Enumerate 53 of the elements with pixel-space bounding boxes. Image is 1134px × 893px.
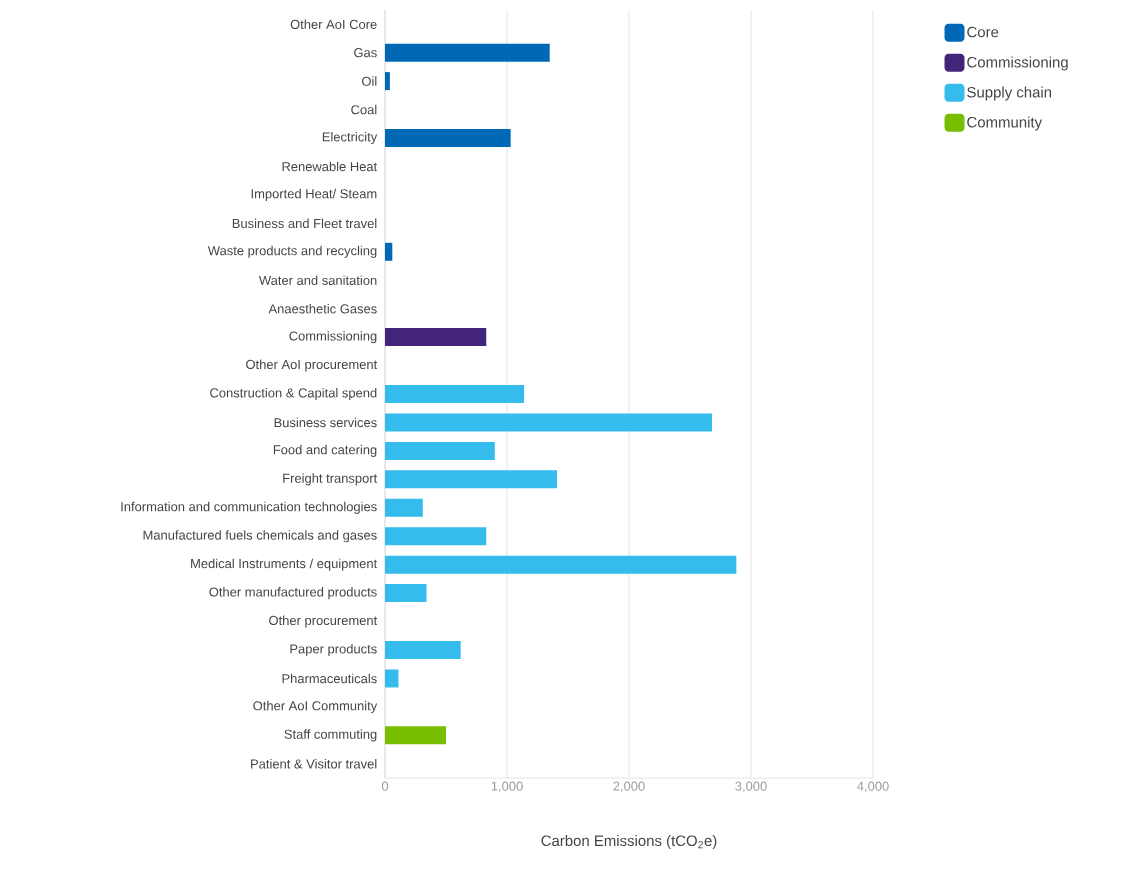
y-tick-label: Water and sanitation — [258, 275, 377, 285]
bar — [385, 641, 461, 660]
y-tick-label: Food and catering — [273, 444, 377, 457]
y-tick-label: Oil — [362, 76, 377, 86]
bar — [385, 669, 399, 688]
y-tick-label: Patient & Visitor travel — [251, 759, 377, 769]
y-tick-label: Manufactured fuels chemicals and gases — [143, 530, 377, 543]
y-tick-label: Imported Heat/ Steam — [251, 188, 377, 201]
x-tick-label: 2,000 — [613, 781, 645, 793]
bar — [385, 129, 511, 147]
bar — [385, 470, 558, 489]
y-tick-label: Other procurement — [269, 615, 378, 628]
x-tick-label: 3,000 — [735, 781, 767, 793]
bar — [385, 72, 390, 91]
x-tick-label: 1,000 — [491, 781, 523, 793]
y-tick-label: Business services — [274, 417, 377, 428]
y-tick-label: Construction & Capital spend — [210, 387, 377, 401]
bar — [385, 726, 446, 745]
y-tick-label: Coal — [351, 104, 377, 115]
bar — [385, 385, 525, 404]
bar — [385, 43, 550, 62]
y-tick-label: Medical Instruments / equipment — [191, 558, 378, 571]
bar — [385, 328, 487, 347]
y-tick-label: Commissioning — [289, 331, 377, 344]
bar — [385, 413, 712, 432]
legend-label: Supply chain — [967, 86, 1052, 101]
y-tick-label: Gas — [354, 48, 377, 58]
y-tick-label: Other manufactured products — [209, 587, 377, 600]
legend-label: Commissioning — [967, 56, 1068, 71]
y-tick-label: Freight transport — [283, 473, 378, 486]
bar — [385, 527, 487, 546]
y-tick-label: Other AoI Community — [253, 700, 378, 713]
legend-label: Core — [967, 26, 999, 38]
y-tick-label: Pharmaceuticals — [282, 673, 377, 684]
bar — [385, 498, 423, 517]
y-tick-label: Renewable Heat — [282, 161, 378, 172]
bar — [385, 584, 427, 603]
x-tick-label: 0 — [381, 781, 389, 791]
legend-label: Community — [967, 116, 1043, 131]
bar — [385, 242, 393, 261]
y-tick-label: Business and Fleet travel — [232, 218, 377, 229]
bar — [385, 441, 495, 460]
y-tick-label: Anaesthetic Gases — [268, 303, 377, 314]
y-tick-label: Electricity — [322, 131, 378, 145]
y-tick-label: Waste products and recycling — [207, 245, 377, 258]
x-tick-label: 4,000 — [857, 781, 889, 793]
y-tick-label: Paper products — [290, 643, 377, 657]
x-axis-title: Carbon Emissions (tCO$_{2}$e) — [541, 835, 717, 849]
y-tick-label: Information and communication technologies — [121, 501, 377, 514]
bar — [385, 555, 737, 574]
y-tick-label: Staff commuting — [284, 729, 377, 742]
y-tick-label: Other AoI procurement — [246, 359, 378, 372]
y-tick-label: Other AoI Core — [290, 19, 377, 29]
